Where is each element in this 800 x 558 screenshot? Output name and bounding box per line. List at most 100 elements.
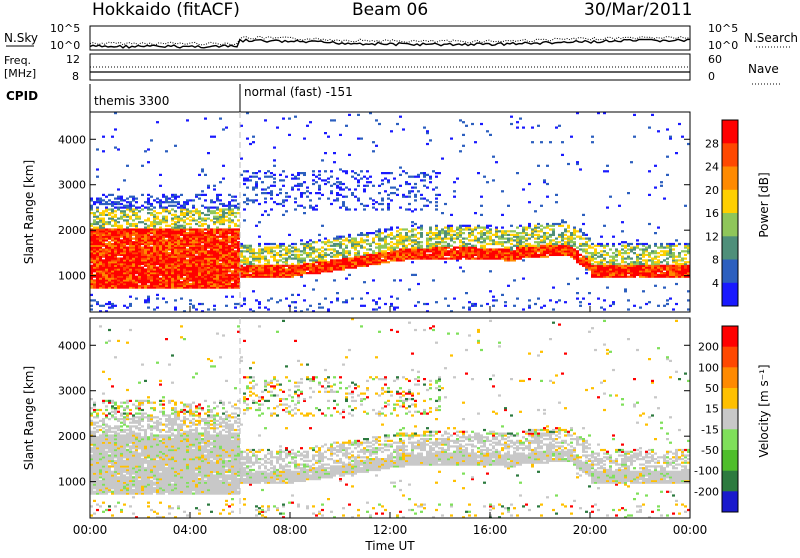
heatmap-cell — [186, 259, 189, 261]
heatmap-cell — [414, 247, 417, 249]
heatmap-cell — [165, 248, 168, 250]
colorbar-cell — [722, 260, 738, 284]
heatmap-cell — [675, 303, 678, 305]
heatmap-cell — [564, 241, 567, 243]
heatmap-cell — [288, 265, 291, 267]
heatmap-cell — [672, 265, 675, 267]
heatmap-cell — [414, 234, 417, 236]
heatmap-cell — [180, 248, 183, 250]
heatmap-cell — [381, 183, 384, 185]
heatmap-cell — [390, 187, 393, 189]
heatmap-cell — [435, 225, 438, 227]
heatmap-cell — [252, 188, 255, 190]
heatmap-cell — [231, 228, 234, 230]
heatmap-cell — [546, 196, 549, 198]
heatmap-cell — [423, 248, 426, 250]
heatmap-cell — [507, 285, 510, 287]
heatmap-cell — [252, 141, 255, 143]
heatmap-cell — [465, 125, 468, 127]
heatmap-cell — [99, 228, 102, 230]
heatmap-cell — [114, 268, 117, 270]
nave-tick-bottom: 0 — [708, 70, 715, 83]
heatmap-cell — [426, 130, 429, 132]
heatmap-cell — [468, 247, 471, 249]
heatmap-cell — [132, 268, 135, 270]
heatmap-cell — [555, 201, 558, 203]
heatmap-cell — [372, 258, 375, 260]
heatmap-cell — [168, 238, 171, 240]
heatmap-cell — [534, 225, 537, 227]
heatmap-cell — [312, 247, 315, 249]
heatmap-cell — [462, 121, 465, 123]
heatmap-cell — [390, 258, 393, 260]
heatmap-cell — [471, 123, 474, 125]
heatmap-cell — [480, 205, 483, 207]
heatmap-cell — [300, 268, 303, 270]
heatmap-cell — [141, 194, 144, 196]
heatmap-cell — [435, 241, 438, 243]
heatmap-cell — [474, 248, 477, 250]
heatmap-cell — [135, 258, 138, 260]
heatmap-cell — [231, 283, 234, 285]
heatmap-cell — [579, 305, 582, 307]
heatmap-cell — [162, 201, 165, 203]
heatmap-cell — [510, 225, 513, 227]
heatmap-cell — [426, 248, 429, 250]
heatmap-cell — [519, 232, 522, 234]
heatmap-cell — [546, 183, 549, 185]
heatmap-cell — [399, 248, 402, 250]
heatmap-cell — [105, 258, 108, 260]
heatmap-cell — [435, 232, 438, 234]
heatmap-cell — [537, 254, 540, 256]
heatmap-cell — [144, 248, 147, 250]
heatmap-cell — [564, 221, 567, 223]
heatmap-cell — [297, 178, 300, 180]
heatmap-cell — [327, 239, 330, 241]
heatmap-cell — [333, 279, 336, 281]
heatmap-cell — [102, 210, 105, 212]
heatmap-cell — [270, 265, 273, 267]
heatmap-cell — [231, 270, 234, 272]
heatmap-cell — [492, 156, 495, 158]
heatmap-cell — [435, 258, 438, 260]
heatmap-cell — [132, 219, 135, 221]
heatmap-cell — [315, 268, 318, 270]
heatmap-cell — [429, 258, 432, 260]
heatmap-cell — [315, 176, 318, 178]
heatmap-cell — [639, 261, 642, 263]
heatmap-cell — [192, 248, 195, 250]
heatmap-cell — [123, 228, 126, 230]
heatmap-cell — [429, 139, 432, 141]
heatmap-cell — [171, 238, 174, 240]
heatmap-cell — [123, 210, 126, 212]
heatmap-cell — [93, 299, 96, 301]
colorbar-cell — [722, 167, 738, 191]
heatmap-cell — [444, 248, 447, 250]
heatmap-cell — [117, 148, 120, 150]
heatmap-cell — [396, 250, 399, 252]
heatmap-cell — [99, 238, 102, 240]
heatmap-cell — [342, 236, 345, 238]
heatmap-cell — [534, 234, 537, 236]
heatmap-cell — [207, 228, 210, 230]
heatmap-cell — [450, 225, 453, 227]
heatmap-cell — [96, 207, 99, 209]
heatmap-cell — [285, 210, 288, 212]
heatmap-cell — [303, 243, 306, 245]
heatmap-cell — [330, 176, 333, 178]
heatmap-cell — [282, 214, 285, 216]
heatmap-cell — [315, 256, 318, 258]
heatmap-cell — [117, 268, 120, 270]
heatmap-cell — [219, 218, 222, 220]
heatmap-cell — [531, 228, 534, 230]
heatmap-cell — [387, 194, 390, 196]
heatmap-cell — [621, 221, 624, 223]
heatmap-cell — [525, 228, 528, 230]
heatmap-cell — [579, 258, 582, 260]
heatmap-cell — [528, 248, 531, 250]
heatmap-cell — [129, 196, 132, 198]
heatmap-cell — [591, 141, 594, 143]
heatmap-cell — [372, 150, 375, 152]
